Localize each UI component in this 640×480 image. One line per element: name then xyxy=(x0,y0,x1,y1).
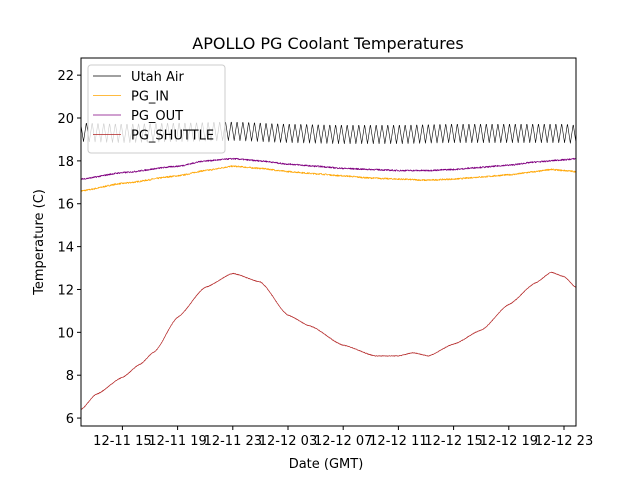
legend-item: PG_IN xyxy=(93,90,169,105)
y-tick-label: 18 xyxy=(57,155,74,170)
x-tick-label: 12-12 15 xyxy=(424,434,482,449)
series-line-pg-out xyxy=(81,157,576,180)
y-tick-label: 6 xyxy=(66,412,74,427)
x-tick-label: 12-12 19 xyxy=(480,434,538,449)
x-tick-label: 12-12 03 xyxy=(259,434,317,449)
axes-frame xyxy=(80,57,577,427)
chart-title: APOLLO PG Coolant Temperatures xyxy=(192,34,463,53)
y-tick-label: 12 xyxy=(57,283,74,298)
legend-item: PG_SHUTTLE xyxy=(93,129,214,144)
y-axis-label: Temperature (C) xyxy=(32,189,47,296)
legend: Utah Air PG_IN PG_OUT PG_SHUTTLE xyxy=(87,64,226,154)
y-tick-label: 8 xyxy=(66,369,74,384)
y-tick-label: 22 xyxy=(57,69,74,84)
series-line-pg-in xyxy=(81,165,576,192)
legend-label: PG_OUT xyxy=(131,109,183,124)
legend-box xyxy=(87,64,226,154)
legend-label: PG_SHUTTLE xyxy=(131,129,214,144)
x-tick-label: 12-12 11 xyxy=(369,434,427,449)
series-line-pg-shuttle xyxy=(81,271,576,410)
legend-label: Utah Air xyxy=(131,70,184,85)
x-tick-label: 12-12 23 xyxy=(535,434,593,449)
x-tick-label: 12-12 07 xyxy=(314,434,372,449)
legend-item: PG_OUT xyxy=(93,109,183,124)
y-tick-label: 16 xyxy=(57,198,74,213)
y-axis: 6 8 10 12 14 16 18 20 22 xyxy=(57,69,81,427)
legend-item: Utah Air xyxy=(93,70,184,85)
y-tick-label: 20 xyxy=(57,112,74,127)
y-tick-label: 10 xyxy=(57,326,74,341)
x-tick-label: 12-11 23 xyxy=(204,434,262,449)
y-tick-label: 14 xyxy=(57,241,74,256)
x-axis-label: Date (GMT) xyxy=(289,457,364,472)
x-tick-label: 12-11 15 xyxy=(93,434,151,449)
legend-label: PG_IN xyxy=(131,90,169,105)
x-tick-label: 12-11 19 xyxy=(148,434,206,449)
